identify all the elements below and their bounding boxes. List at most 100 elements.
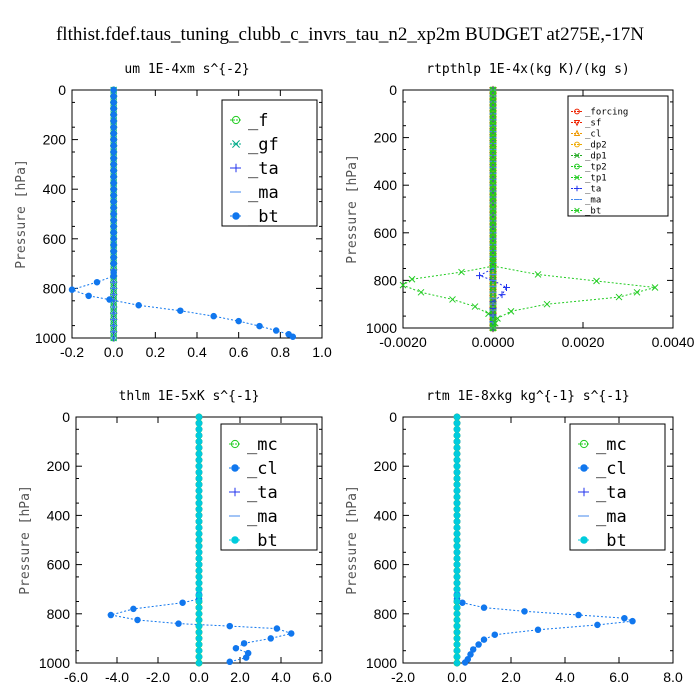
data-point (453, 585, 461, 593)
data-point (453, 493, 461, 501)
data-point (195, 592, 203, 599)
data-point (242, 654, 250, 661)
data-point (453, 549, 461, 556)
data-point (453, 542, 461, 550)
x-tick-label: 0.0 (104, 344, 124, 360)
y-tick-label: 800 (374, 606, 398, 622)
data-point (489, 128, 497, 136)
data-point (453, 450, 461, 458)
data-point (195, 475, 203, 482)
legend-label: _ma (596, 507, 627, 527)
data-point (476, 272, 483, 280)
legend-marker (230, 439, 240, 449)
data-point (110, 173, 117, 181)
data-point (489, 146, 497, 153)
chart-panel-1: um 1E-4xm s^{-2} Pressure [hPa] 0 200 400 600… (14, 62, 332, 360)
series-line (401, 90, 494, 328)
data-point (110, 198, 117, 205)
data-point (240, 640, 248, 647)
data-point (489, 247, 497, 255)
data-point (195, 444, 203, 451)
data-point (453, 419, 461, 427)
legend-marker (232, 140, 240, 148)
data-point (489, 116, 497, 124)
data-point (110, 204, 117, 212)
data-point (489, 205, 497, 213)
data-point (453, 641, 461, 648)
chart-panel-4: rtm 1E-8xkg kg^{-1} s^{-1} Pressure [hPa]… (345, 389, 683, 685)
data-point (453, 573, 461, 581)
x-tick-label: -0.0020 (379, 334, 427, 350)
y-tick-label: 0 (389, 82, 397, 98)
data-point (195, 493, 203, 501)
data-point (195, 438, 203, 445)
x-tick-label: -2.0 (146, 669, 170, 685)
legend-box (221, 99, 318, 227)
data-point (273, 625, 281, 632)
data-point (543, 300, 551, 308)
y-tick-label: 400 (47, 507, 71, 523)
data-point (453, 635, 461, 642)
data-point (575, 611, 582, 619)
data-point (195, 524, 203, 531)
data-point (494, 315, 501, 322)
data-point (85, 292, 92, 300)
x-tick-label: 6.0 (609, 669, 629, 685)
data-point (256, 322, 263, 330)
legend-label: _forcing (585, 108, 628, 118)
data-point (453, 536, 461, 544)
data-point (110, 148, 117, 156)
data-point (453, 499, 461, 507)
data-point (489, 134, 497, 141)
data-point (175, 620, 182, 627)
y-tick-label: 600 (43, 231, 67, 247)
legend-label: _ta (596, 483, 627, 503)
legend-label: _mc (596, 435, 627, 455)
y-tick-label: 800 (47, 606, 71, 622)
legend-box (569, 423, 666, 551)
data-point (461, 659, 469, 666)
data-point (195, 598, 203, 605)
x-tick-label: 0.0 (447, 669, 467, 685)
data-point (134, 616, 141, 624)
data-point (453, 659, 461, 667)
data-point (475, 641, 482, 648)
y-tick-label: 1000 (35, 330, 66, 346)
legend-label: _f (248, 111, 268, 131)
y-tick-label: 0 (389, 409, 397, 425)
series-bt (489, 86, 659, 332)
y-tick-label: 0 (58, 82, 66, 98)
legend-marker (574, 108, 580, 115)
legend-label: _bt (247, 531, 278, 551)
data-point (453, 524, 461, 531)
data-point (195, 487, 203, 495)
data-point (195, 419, 203, 427)
data-point (110, 223, 117, 230)
data-point (195, 432, 203, 439)
data-point (489, 253, 497, 260)
legend-marker (232, 212, 240, 220)
data-point (289, 333, 297, 341)
series-line (456, 417, 633, 663)
y-tick-label: 400 (374, 507, 398, 523)
series-line (492, 90, 656, 329)
data-point (453, 475, 461, 482)
data-point (195, 585, 203, 593)
data-point (489, 158, 497, 165)
data-point (110, 185, 117, 193)
legend-label: _ta (247, 483, 278, 503)
data-point (453, 469, 461, 476)
data-point (195, 635, 203, 642)
x-tick-label: 0.0 (189, 669, 209, 685)
y-tick-label: 0 (62, 409, 70, 425)
data-point (489, 175, 497, 183)
x-tick-label: -6.0 (64, 669, 88, 685)
data-point (453, 462, 461, 470)
data-point (110, 111, 117, 119)
legend-marker (230, 487, 240, 497)
data-point (195, 579, 203, 587)
data-point (453, 530, 461, 538)
data-point (489, 104, 497, 112)
data-point (399, 281, 407, 289)
data-point (110, 179, 117, 187)
